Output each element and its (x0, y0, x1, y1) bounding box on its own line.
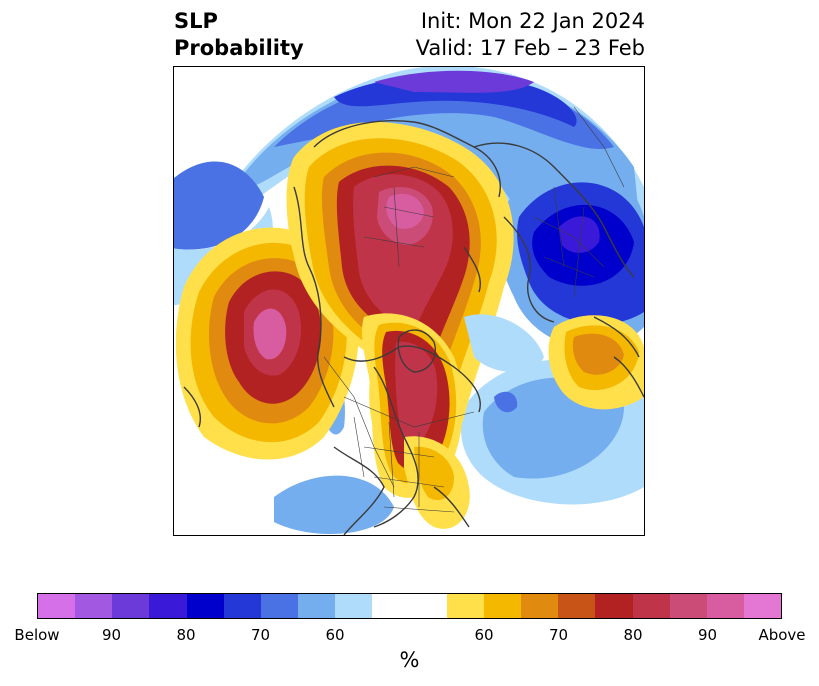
map-title: SLP Probability (174, 8, 304, 62)
title-variable: SLP (174, 9, 218, 33)
colorbar-segment (38, 594, 76, 618)
init-date: Init: Mon 22 Jan 2024 (420, 9, 645, 33)
colorbar-tick-label: Below (14, 626, 60, 644)
colorbar-segment (558, 594, 596, 618)
title-type: Probability (174, 36, 304, 60)
colorbar-segment (372, 594, 410, 618)
valid-range: Valid: 17 Feb – 23 Feb (415, 36, 645, 60)
colorbar-tick-label: 70 (250, 626, 271, 644)
below-normal-sw (274, 475, 394, 534)
colorbar-segment (112, 594, 150, 618)
colorbar-tick-labels: Below 90 80 70 60 60 70 80 90 Above (0, 626, 819, 646)
colorbar-segment (149, 594, 187, 618)
colorbar-segment (743, 594, 782, 618)
colorbar-segment (483, 594, 522, 618)
colorbar-segment (223, 594, 261, 618)
colorbar-segment (335, 594, 373, 618)
colorbar-unit: % (399, 648, 420, 672)
colorbar-tick-label: 70 (548, 626, 569, 644)
colorbar-segment (260, 594, 299, 618)
colorbar-segment (521, 594, 559, 618)
colorbar-segment (632, 594, 670, 618)
colorbar-tick-label: 60 (325, 626, 345, 644)
colorbar-segment (446, 594, 484, 618)
colorbar-segment (706, 594, 744, 618)
colorbar-tick-label: Above (758, 626, 806, 644)
colorbar-segment (186, 594, 224, 618)
below-normal-west (174, 161, 264, 250)
probability-colorbar (37, 593, 782, 619)
colorbar-segment (75, 594, 113, 618)
colorbar-segment (298, 594, 336, 618)
colorbar-tick-label: 80 (176, 626, 196, 644)
polar-map (173, 66, 645, 536)
below-normal-northatlantic (464, 314, 544, 372)
colorbar-tick-label: 90 (697, 626, 718, 644)
colorbar-tick-label: 90 (101, 626, 122, 644)
map-dates: Init: Mon 22 Jan 2024 Valid: 17 Feb – 23… (416, 8, 645, 62)
borders (323, 106, 625, 513)
colorbar-segment (595, 594, 633, 618)
colorbar-tick-label: 60 (474, 626, 494, 644)
below-normal-europe (497, 163, 644, 349)
colorbar-tick-label: 80 (623, 626, 643, 644)
coastlines (183, 120, 644, 535)
colorbar-segment (409, 594, 447, 618)
colorbar-segment (669, 594, 707, 618)
above-normal-east (548, 315, 644, 410)
